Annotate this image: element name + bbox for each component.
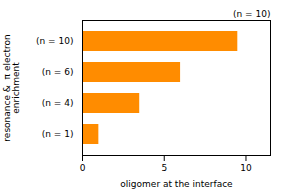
svg-text:(n = 4): (n = 4) [42,98,74,108]
svg-text:oligomer at the interface: oligomer at the interface [120,179,233,189]
svg-text:0: 0 [80,163,86,173]
svg-text:(n = 10): (n = 10) [36,36,73,46]
svg-text:(n = 1): (n = 1) [42,129,74,139]
svg-text:5: 5 [161,163,167,173]
svg-text:(n = 6): (n = 6) [42,67,74,77]
svg-text:(n = 10): (n = 10) [233,9,270,19]
svg-text:resonance & π electronenrichm: resonance & π electronenrichment [2,34,21,141]
svg-text:10: 10 [240,163,252,173]
